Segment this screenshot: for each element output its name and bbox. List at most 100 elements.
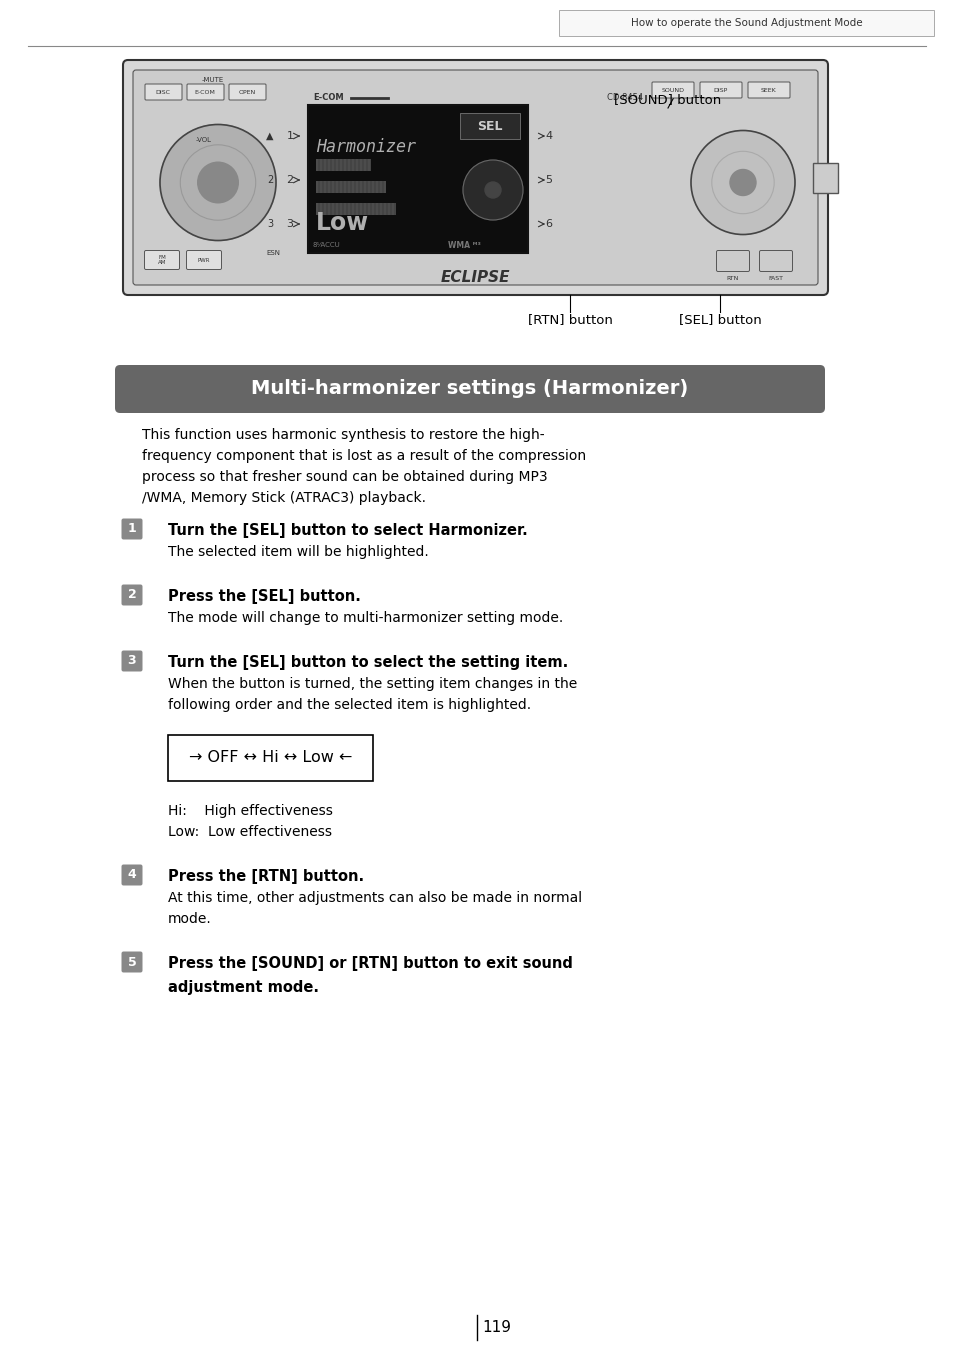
Text: 4: 4 (544, 131, 552, 141)
Bar (812, 163, 837, 192)
Text: E-COM: E-COM (313, 93, 343, 103)
Text: When the button is turned, the setting item changes in the: When the button is turned, the setting i… (168, 678, 577, 691)
Text: 2: 2 (286, 175, 294, 186)
FancyBboxPatch shape (459, 112, 519, 140)
Bar (364, 159, 366, 171)
Text: DISP: DISP (713, 88, 727, 92)
FancyBboxPatch shape (700, 83, 741, 98)
Text: ESN: ESN (266, 251, 280, 256)
FancyBboxPatch shape (123, 60, 827, 295)
Text: 119: 119 (481, 1320, 511, 1335)
Text: SEEK: SEEK (760, 88, 776, 92)
Bar (324, 182, 326, 192)
Text: E-COM: E-COM (194, 89, 215, 95)
Bar (315, 182, 317, 192)
Text: FM
AM: FM AM (157, 255, 166, 266)
Bar (308, 104, 527, 253)
Bar (324, 159, 326, 171)
Text: 4: 4 (128, 869, 136, 882)
FancyBboxPatch shape (759, 251, 792, 271)
Bar (364, 182, 366, 192)
Bar (315, 159, 371, 171)
Text: Low:  Low effectiveness: Low: Low effectiveness (168, 825, 332, 839)
Text: At this time, other adjustments can also be made in normal: At this time, other adjustments can also… (168, 892, 581, 905)
Bar (352, 203, 354, 215)
Bar (384, 203, 386, 215)
Bar (348, 159, 350, 171)
Bar (355, 203, 357, 215)
Text: DISC: DISC (155, 89, 171, 95)
Bar (355, 159, 357, 171)
Text: SEL-: SEL- (718, 137, 732, 144)
Bar (168, 734, 373, 780)
Circle shape (462, 160, 522, 220)
Bar (558, 9, 933, 37)
Bar (344, 159, 346, 171)
Bar (335, 182, 337, 192)
Text: 1: 1 (286, 131, 294, 141)
Bar (344, 203, 346, 215)
Text: OPEN: OPEN (238, 89, 255, 95)
Bar (352, 159, 354, 171)
Text: How to operate the Sound Adjustment Mode: How to operate the Sound Adjustment Mode (630, 18, 862, 28)
Bar (388, 203, 390, 215)
Text: The mode will change to multi-harmonizer setting mode.: The mode will change to multi-harmonizer… (168, 611, 562, 625)
Text: 1: 1 (128, 523, 136, 535)
Text: SOUND: SOUND (660, 88, 684, 92)
Bar (324, 203, 326, 215)
Bar (339, 159, 341, 171)
Text: Press the [SEL] button.: Press the [SEL] button. (168, 589, 360, 604)
Text: Press the [SOUND] or [RTN] button to exit sound: Press the [SOUND] or [RTN] button to exi… (168, 957, 572, 972)
Text: The selected item will be highlighted.: The selected item will be highlighted. (168, 545, 428, 560)
FancyBboxPatch shape (115, 364, 824, 413)
Text: ECLIPSE: ECLIPSE (440, 271, 510, 286)
Text: 5: 5 (128, 955, 136, 969)
Text: Press the [RTN] button.: Press the [RTN] button. (168, 869, 364, 883)
Bar (332, 203, 334, 215)
Bar (339, 203, 341, 215)
Text: RTN: RTN (726, 276, 739, 282)
Text: 3: 3 (267, 220, 273, 229)
Text: WMA ᴹ³: WMA ᴹ³ (448, 240, 480, 249)
Text: This function uses harmonic synthesis to restore the high-: This function uses harmonic synthesis to… (142, 428, 544, 442)
Bar (379, 182, 381, 192)
Bar (368, 182, 370, 192)
FancyBboxPatch shape (121, 519, 142, 539)
Circle shape (197, 163, 238, 203)
Text: -MUTE: -MUTE (202, 77, 224, 83)
Text: 3: 3 (128, 654, 136, 668)
Text: frequency component that is lost as a result of the compression: frequency component that is lost as a re… (142, 449, 585, 463)
Bar (359, 159, 361, 171)
FancyBboxPatch shape (121, 951, 142, 973)
Text: adjustment mode.: adjustment mode. (168, 980, 318, 995)
Text: 3: 3 (286, 220, 294, 229)
Text: /WMA, Memory Stick (ATRAC3) playback.: /WMA, Memory Stick (ATRAC3) playback. (142, 491, 426, 505)
Text: Turn the [SEL] button to select the setting item.: Turn the [SEL] button to select the sett… (168, 654, 568, 669)
Bar (335, 203, 337, 215)
Text: mode.: mode. (168, 912, 212, 925)
FancyBboxPatch shape (229, 84, 266, 100)
Circle shape (484, 182, 500, 198)
Bar (364, 203, 366, 215)
Bar (392, 203, 394, 215)
Bar (368, 159, 370, 171)
Text: process so that fresher sound can be obtained during MP3: process so that fresher sound can be obt… (142, 470, 547, 484)
Bar (379, 203, 381, 215)
Text: Multi-harmonizer settings (Harmonizer): Multi-harmonizer settings (Harmonizer) (251, 379, 688, 398)
Bar (335, 159, 337, 171)
FancyBboxPatch shape (132, 70, 817, 285)
Text: 5: 5 (544, 175, 552, 186)
Text: PWR: PWR (197, 257, 210, 263)
Text: 6: 6 (544, 220, 552, 229)
Circle shape (729, 169, 755, 195)
Text: [RTN] button: [RTN] button (527, 313, 612, 327)
Bar (359, 203, 361, 215)
Text: [SOUND] button: [SOUND] button (614, 93, 720, 107)
Bar (372, 182, 374, 192)
Bar (315, 159, 317, 171)
FancyBboxPatch shape (716, 251, 749, 271)
Text: -VOL: -VOL (195, 137, 212, 144)
FancyBboxPatch shape (121, 650, 142, 672)
Bar (372, 203, 374, 215)
Bar (348, 203, 350, 215)
